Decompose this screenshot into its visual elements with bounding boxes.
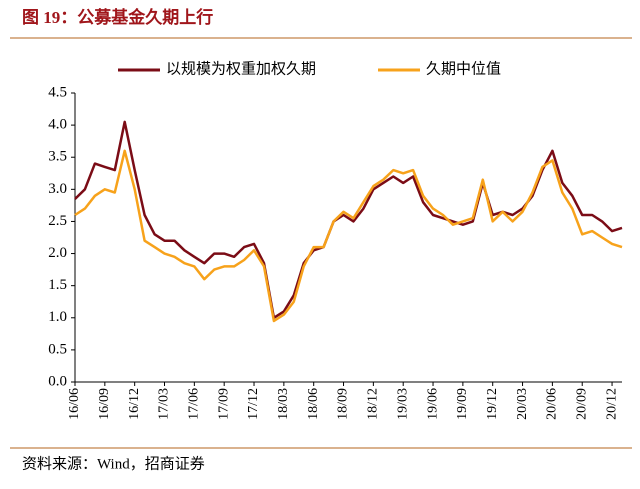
y-tick-label: 1.5 xyxy=(48,277,67,293)
x-tick-label: 20/06 xyxy=(545,388,560,420)
x-tick-label: 18/03 xyxy=(276,388,291,420)
x-tick-label: 16/12 xyxy=(127,388,142,420)
source: 资料来源：Wind，招商证券 xyxy=(22,455,205,472)
y-tick-label: 2.0 xyxy=(48,245,67,261)
x-tick-label: 19/06 xyxy=(425,388,440,420)
x-tick-label: 20/12 xyxy=(604,388,619,420)
x-tick-label: 17/09 xyxy=(216,388,231,420)
x-tick-label: 18/09 xyxy=(336,388,351,420)
y-tick-label: 2.5 xyxy=(48,213,67,229)
x-tick-label: 18/06 xyxy=(306,388,321,420)
series-line xyxy=(74,149,623,323)
y-tick-label: 4.5 xyxy=(48,84,67,100)
y-tick-label: 0.0 xyxy=(48,373,67,389)
y-tick-label: 4.0 xyxy=(48,117,67,133)
x-tick-label: 20/09 xyxy=(574,388,589,420)
y-tick-label: 0.5 xyxy=(48,341,67,357)
x-tick-label: 20/03 xyxy=(515,388,530,420)
chart-title: 图 19：公募基金久期上行 xyxy=(22,7,213,27)
legend-label: 久期中位值 xyxy=(426,60,501,77)
series-line xyxy=(74,120,623,320)
x-tick-label: 19/09 xyxy=(455,388,470,420)
x-tick-label: 17/12 xyxy=(246,388,261,420)
x-tick-label: 19/03 xyxy=(395,388,410,420)
x-tick-label: 17/03 xyxy=(157,388,172,420)
x-tick-label: 17/06 xyxy=(187,388,202,420)
y-tick-label: 3.0 xyxy=(48,181,67,197)
x-tick-label: 18/12 xyxy=(366,388,381,420)
y-tick-label: 1.0 xyxy=(48,309,67,325)
y-tick-label: 3.5 xyxy=(48,149,67,165)
x-tick-label: 16/09 xyxy=(97,388,112,420)
legend-label: 以规模为权重加权久期 xyxy=(166,60,316,77)
x-tick-label: 16/06 xyxy=(67,388,82,420)
x-tick-label: 19/12 xyxy=(485,388,500,420)
